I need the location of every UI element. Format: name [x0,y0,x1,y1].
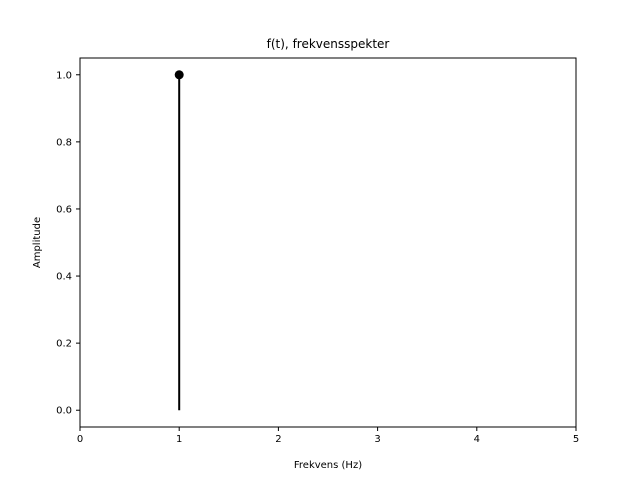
y-tick-label: 0.8 [56,137,72,148]
y-tick-label: 0.0 [56,406,72,417]
x-tick-label: 2 [275,434,281,445]
x-tick-label: 3 [374,434,380,445]
chart-title: f(t), frekvensspekter [267,37,390,51]
x-axis-label: Frekvens (Hz) [294,460,362,471]
x-axis-ticks: 0 1 2 3 4 5 [77,427,579,445]
stems-layer [174,70,184,411]
y-tick-label: 0.6 [56,204,72,215]
y-tick-label: 0.4 [56,272,72,283]
x-tick-label: 1 [176,434,182,445]
x-tick-label: 5 [573,434,579,445]
y-tick-label: 1.0 [56,70,72,81]
x-tick-label: 0 [77,434,83,445]
x-tick-label: 4 [474,434,480,445]
y-axis-ticks: 0.0 0.2 0.4 0.6 0.8 1.0 [56,70,80,417]
plot-area-frame [79,57,577,428]
stem-marker [174,70,184,80]
y-tick-label: 0.2 [56,339,72,350]
y-axis-label: Amplitude [32,217,43,268]
